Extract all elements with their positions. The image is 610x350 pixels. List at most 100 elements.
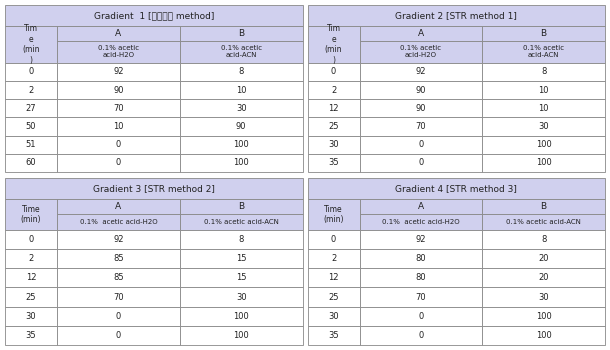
Text: 20: 20 — [539, 273, 549, 282]
Bar — [359, 117, 483, 135]
Bar — [5, 287, 57, 307]
Bar — [307, 5, 605, 26]
Text: 90: 90 — [236, 122, 246, 131]
Text: 35: 35 — [328, 159, 339, 167]
Text: 100: 100 — [233, 140, 249, 149]
Bar — [359, 268, 483, 287]
Bar — [307, 26, 359, 63]
Bar — [5, 249, 57, 268]
Text: 0: 0 — [116, 140, 121, 149]
Text: 70: 70 — [113, 104, 124, 113]
Text: 30: 30 — [328, 312, 339, 321]
Bar — [180, 26, 303, 41]
Bar — [483, 287, 605, 307]
Text: 92: 92 — [415, 68, 426, 76]
Text: 12: 12 — [26, 273, 36, 282]
Bar — [57, 135, 180, 154]
Text: B: B — [238, 29, 244, 38]
Bar — [5, 178, 303, 200]
Bar — [307, 199, 359, 230]
Bar — [180, 199, 303, 214]
Bar — [483, 99, 605, 117]
Bar — [307, 63, 359, 81]
Text: 8: 8 — [541, 235, 547, 244]
Bar — [180, 230, 303, 249]
Bar — [359, 326, 483, 345]
Text: 80: 80 — [415, 273, 426, 282]
Bar — [483, 26, 605, 41]
Text: Gradient 4 [STR method 3]: Gradient 4 [STR method 3] — [395, 184, 517, 193]
Bar — [5, 81, 57, 99]
Text: 100: 100 — [536, 159, 551, 167]
Bar — [5, 154, 57, 172]
Bar — [180, 287, 303, 307]
Bar — [180, 99, 303, 117]
Text: 15: 15 — [236, 254, 246, 263]
Text: 10: 10 — [539, 104, 549, 113]
Bar — [307, 268, 359, 287]
Bar — [483, 214, 605, 230]
Text: B: B — [540, 202, 547, 211]
Text: 30: 30 — [26, 312, 37, 321]
Text: 30: 30 — [539, 293, 549, 302]
Text: 70: 70 — [415, 122, 426, 131]
Bar — [307, 99, 359, 117]
Text: 92: 92 — [113, 68, 124, 76]
Text: 0.1% acetic
acid-H2O: 0.1% acetic acid-H2O — [400, 46, 442, 58]
Bar — [5, 63, 57, 81]
Bar — [483, 41, 605, 63]
Text: 25: 25 — [26, 293, 36, 302]
Bar — [359, 81, 483, 99]
Text: 2: 2 — [29, 254, 34, 263]
Text: 35: 35 — [26, 331, 37, 340]
Bar — [483, 268, 605, 287]
Bar — [359, 249, 483, 268]
Bar — [57, 154, 180, 172]
Text: 70: 70 — [113, 293, 124, 302]
Text: A: A — [418, 29, 424, 38]
Bar — [180, 326, 303, 345]
Bar — [483, 199, 605, 214]
Text: 92: 92 — [415, 235, 426, 244]
Text: 100: 100 — [536, 331, 551, 340]
Bar — [180, 154, 303, 172]
Text: A: A — [115, 202, 121, 211]
Text: 30: 30 — [236, 104, 246, 113]
Bar — [5, 268, 57, 287]
Text: 50: 50 — [26, 122, 36, 131]
Text: 92: 92 — [113, 235, 124, 244]
Text: 100: 100 — [536, 312, 551, 321]
Bar — [57, 326, 180, 345]
Text: 100: 100 — [233, 159, 249, 167]
Bar — [483, 249, 605, 268]
Bar — [57, 26, 180, 41]
Bar — [180, 117, 303, 135]
Text: 25: 25 — [328, 122, 339, 131]
Text: 0: 0 — [29, 68, 34, 76]
Text: 100: 100 — [233, 312, 249, 321]
Text: Tim
e
(min
): Tim e (min ) — [325, 25, 342, 65]
Bar — [5, 99, 57, 117]
Bar — [359, 287, 483, 307]
Text: 0.1% acetic
acid-H2O: 0.1% acetic acid-H2O — [98, 46, 139, 58]
Bar — [307, 154, 359, 172]
Text: 90: 90 — [113, 86, 124, 94]
Bar — [359, 307, 483, 326]
Bar — [5, 307, 57, 326]
Text: 60: 60 — [26, 159, 37, 167]
Text: A: A — [115, 29, 121, 38]
Bar — [57, 287, 180, 307]
Text: 0: 0 — [116, 159, 121, 167]
Text: 0: 0 — [418, 312, 423, 321]
Bar — [5, 326, 57, 345]
Text: 2: 2 — [331, 254, 336, 263]
Text: 30: 30 — [236, 293, 246, 302]
Text: 100: 100 — [536, 140, 551, 149]
Text: 30: 30 — [328, 140, 339, 149]
Text: 0.1% acetic
acid-ACN: 0.1% acetic acid-ACN — [523, 46, 564, 58]
Text: 20: 20 — [539, 254, 549, 263]
Text: 0: 0 — [418, 159, 423, 167]
Text: 2: 2 — [331, 86, 336, 94]
Bar — [180, 81, 303, 99]
Bar — [5, 135, 57, 154]
